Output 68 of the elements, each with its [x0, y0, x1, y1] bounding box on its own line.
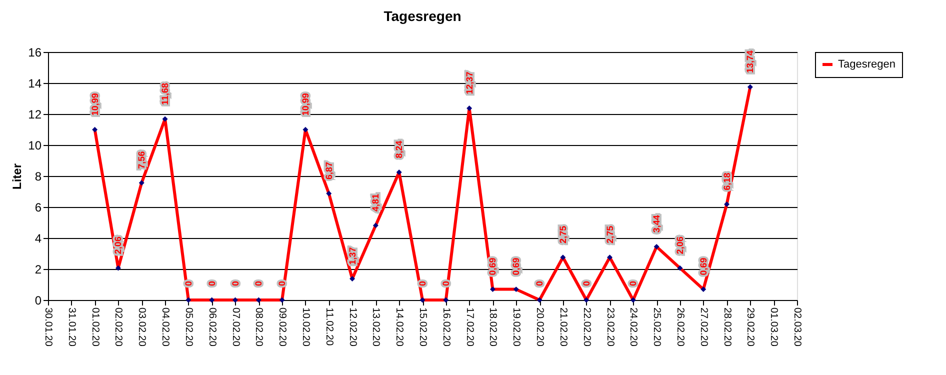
data-label: 12,37	[464, 72, 474, 94]
data-label: 0,69	[511, 258, 522, 276]
x-tick-label: 23.02.20	[604, 308, 616, 347]
x-tick-label: 13.02.20	[370, 308, 382, 347]
x-tick-label: 21.02.20	[557, 308, 568, 347]
x-tick-label: 22.02.20	[580, 308, 592, 347]
y-tick-label: 14	[28, 76, 42, 90]
y-tick-label: 16	[28, 46, 42, 60]
data-label: 2,75	[604, 226, 615, 244]
x-tick-label: 09.02.20	[276, 308, 288, 347]
data-label: 11,68	[160, 82, 170, 105]
x-tick-label: 29.02.20	[744, 308, 756, 347]
x-tick-label: 25.02.20	[651, 308, 662, 347]
y-tick-label: 0	[34, 294, 42, 308]
x-tick-label: 24.02.20	[628, 308, 639, 347]
x-tick-label: 20.02.20	[534, 308, 546, 347]
x-tick-label: 19.02.20	[510, 308, 522, 347]
data-label: 4,81	[370, 194, 381, 212]
data-label: 6,87	[324, 162, 334, 180]
x-tick-label: 15.02.20	[417, 308, 428, 347]
x-tick-label: 27.02.20	[698, 308, 709, 347]
x-tick-label: 17.02.20	[464, 308, 475, 347]
data-label: 6,18	[722, 172, 732, 190]
data-label: 13,74	[745, 50, 756, 74]
x-tick-label: 11.02.20	[323, 308, 334, 346]
data-label: 10,99	[300, 93, 310, 116]
y-tick-label: 12	[28, 108, 42, 122]
x-tick-label: 06.02.20	[206, 308, 218, 347]
data-label: 0	[206, 280, 217, 286]
x-tick-label: 10.02.20	[300, 308, 311, 347]
legend-label: Tagesregen	[838, 58, 896, 70]
x-tick-label: 05.02.20	[182, 308, 194, 347]
x-tick-label: 31.01.20	[66, 308, 77, 347]
x-tick-label: 03.02.20	[136, 308, 148, 347]
y-tick-label: 6	[34, 200, 42, 214]
x-tick-label: 26.02.20	[674, 308, 686, 347]
y-tick-label: 10	[28, 138, 42, 152]
data-label: 0	[230, 280, 240, 286]
y-axis-title: Liter	[10, 163, 24, 190]
y-tick-label: 8	[34, 170, 42, 184]
data-label: 7,56	[136, 151, 147, 169]
data-label: 2,06	[674, 236, 685, 254]
x-tick-label: 16.02.20	[440, 308, 452, 347]
data-label: 1,37	[347, 247, 358, 265]
y-tick-label: 2	[34, 262, 42, 276]
x-tick-label: 08.02.20	[253, 308, 264, 347]
x-tick-label: 04.02.20	[160, 308, 171, 347]
x-tick-label: 01.02.20	[89, 308, 100, 347]
x-tick-label: 02.03.20	[792, 308, 802, 347]
x-tick-label: 30.01.20	[42, 308, 54, 347]
x-tick-label: 14.02.20	[394, 308, 405, 347]
x-tick-label: 07.02.20	[230, 308, 241, 347]
y-tick-label: 4	[34, 232, 42, 246]
data-label: 0	[534, 280, 545, 286]
x-tick-label: 02.02.20	[112, 308, 124, 347]
data-label: 2,75	[558, 226, 568, 244]
data-label: 8,24	[394, 140, 404, 158]
data-label: 0	[628, 280, 638, 286]
x-tick-label: 12.02.20	[346, 308, 358, 347]
x-tick-label: 01.03.20	[768, 308, 780, 347]
chart-title: Tagesregen	[384, 8, 462, 24]
data-label: 0,69	[698, 258, 708, 276]
x-tick-label: 28.02.20	[721, 308, 732, 347]
data-label: 0	[581, 280, 592, 286]
data-label: 0	[254, 280, 264, 286]
x-tick-label: 18.02.20	[487, 308, 498, 347]
data-label: 10,99	[90, 93, 100, 116]
data-label: 3,44	[652, 215, 662, 233]
